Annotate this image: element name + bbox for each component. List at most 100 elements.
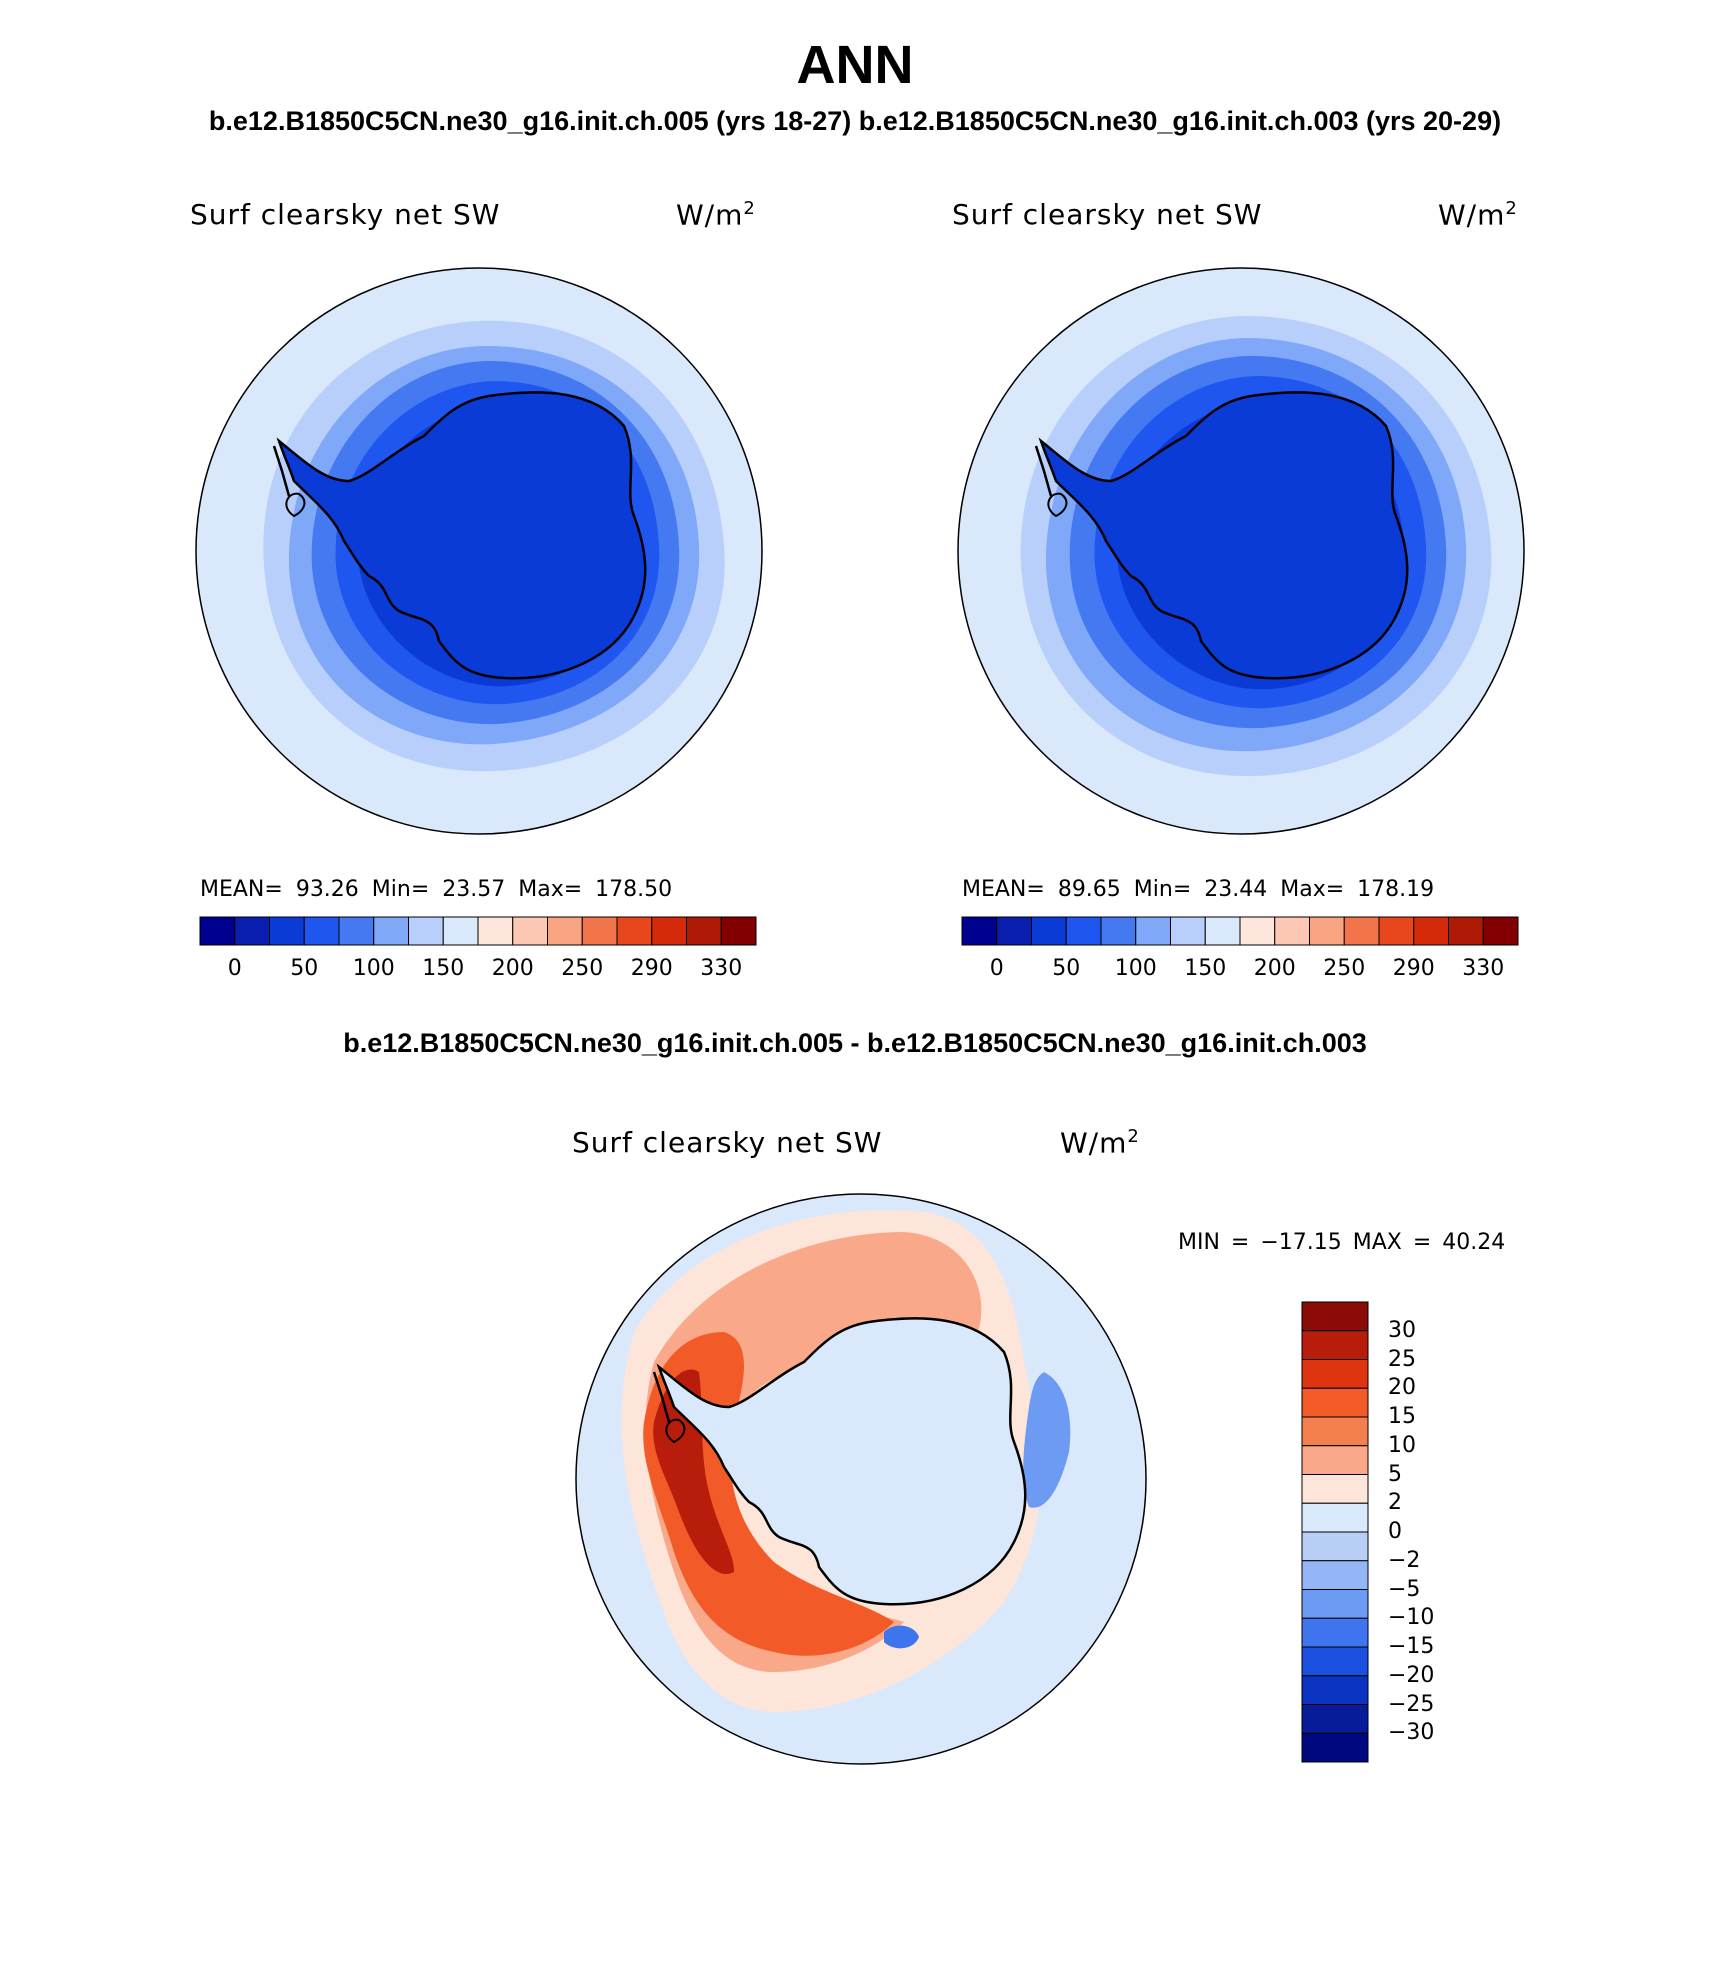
difference-colorbar-tick-label: 15 [1388,1404,1416,1429]
right-colorbar-tick-label: 200 [1253,956,1296,981]
right-polar-map [957,267,1525,835]
right-colorbar-tick-label: 290 [1392,956,1435,981]
left-colorbar-swatch [442,916,479,946]
difference-colorbar-swatch [1301,1359,1369,1389]
difference-colorbar-tick-label: 0 [1388,1519,1402,1544]
left-colorbar-swatch [616,916,653,946]
right-colorbar-tick-label: 250 [1323,956,1366,981]
difference-colorbar-swatch [1301,1301,1369,1332]
figure-title: ANN [796,35,914,95]
diff-units-label: W/m2 [1060,1126,1140,1160]
difference-colorbar-tick-label: −30 [1388,1720,1435,1746]
difference-colorbar-labels: 30 25 20 15 10 5 2 0 −2 −5 −10 −15 −20 −25 −30 [1376,1302,1476,1762]
left-colorbar-swatch [234,916,270,946]
right-colorbar-swatch [1274,916,1310,946]
left-colorbar-swatch [373,916,409,946]
difference-colorbar-swatch [1301,1387,1369,1418]
difference-title: b.e12.B1850C5CN.ne30_g16.init.ch.005 - b… [343,1028,1367,1058]
left-colorbar-tick-label: 100 [352,956,395,981]
left-variable-label: Surf clearsky net SW [190,198,501,231]
right-colorbar-tick-label: 50 [1052,956,1081,981]
left-polar-map [195,267,763,835]
left-colorbar-tick-label: 200 [491,956,534,981]
left-colorbar-tick-label: 290 [630,956,673,981]
difference-colorbar-swatch [1301,1416,1369,1447]
difference-colorbar-tick-label: 25 [1388,1346,1416,1372]
difference-colorbar-tick-label: −20 [1388,1662,1435,1688]
right-colorbar-labels: 0 50 100 150 200 250 290 330 [962,956,1518,986]
right-colorbar-swatch [1378,916,1415,946]
left-colorbar-swatch [581,916,618,946]
difference-colorbar-swatch [1301,1646,1369,1677]
difference-colorbar-swatch [1301,1502,1369,1533]
left-colorbar-tick-label: 0 [227,956,242,981]
left-colorbar-tick-label: 150 [422,956,465,981]
left-colorbar-labels: 0 50 100 150 200 250 290 330 [200,956,756,986]
difference-colorbar-tick-label: 10 [1388,1432,1416,1458]
right-colorbar-swatch [1204,916,1241,946]
case-comparison-subtitle: b.e12.B1850C5CN.ne30_g16.init.ch.005 (yr… [208,106,1502,136]
diff-min-max: MIN = −17.15 MAX = 40.24 [1178,1230,1506,1255]
difference-colorbar-tick-label: −15 [1388,1634,1435,1659]
left-colorbar-tick-label: 330 [700,956,743,981]
difference-colorbar-swatch [1301,1732,1369,1763]
right-colorbar [961,916,1519,946]
right-colorbar-swatch [1413,916,1449,946]
left-colorbar-swatch [686,916,722,946]
difference-colorbar-swatch [1301,1531,1369,1562]
left-colorbar-swatch [408,916,444,946]
difference-colorbar-swatch [1301,1617,1369,1648]
right-variable-label: Surf clearsky net SW [952,198,1263,231]
left-stats: MEAN= 93.26 Min= 23.57 Max= 178.50 [200,877,673,902]
difference-colorbar-tick-label: 20 [1388,1375,1416,1401]
difference-colorbar-swatch [1301,1445,1369,1475]
left-colorbar-swatch [512,916,548,946]
right-colorbar-tick-label: 150 [1184,956,1227,981]
right-colorbar-swatch [1482,916,1519,946]
right-colorbar-swatch [1343,916,1380,946]
left-units-label: W/m2 [676,198,756,232]
left-colorbar-swatch [477,916,514,946]
right-units-label: W/m2 [1438,198,1518,232]
difference-colorbar-tick-label: −5 [1388,1576,1421,1602]
difference-colorbar-swatch [1301,1330,1369,1360]
left-colorbar-swatch [651,916,687,946]
difference-colorbar-swatch [1301,1675,1369,1705]
right-colorbar-swatch [1239,916,1276,946]
right-colorbar-swatch [1309,916,1345,946]
right-colorbar-tick-label: 330 [1462,956,1505,981]
difference-colorbar-tick-label: −10 [1388,1605,1435,1631]
difference-colorbar-swatch [1301,1589,1369,1619]
right-colorbar-swatch [1170,916,1206,946]
difference-colorbar-tick-label: −2 [1388,1547,1421,1573]
right-colorbar-swatch [1031,916,1067,946]
right-colorbar-swatch [1135,916,1171,946]
difference-colorbar-tick-label: −25 [1388,1691,1435,1717]
right-colorbar-swatch [1448,916,1484,946]
left-colorbar-swatch [269,916,305,946]
left-colorbar-swatch [338,916,375,946]
left-colorbar-tick-label: 50 [290,956,319,981]
left-colorbar-swatch [547,916,583,946]
left-colorbar-swatch [720,916,757,946]
right-colorbar-swatch [1100,916,1137,946]
right-colorbar-tick-label: 0 [989,956,1004,981]
difference-colorbar [1301,1301,1369,1763]
right-colorbar-swatch [961,916,998,946]
difference-colorbar-swatch [1301,1474,1369,1504]
diff-variable-label: Surf clearsky net SW [572,1126,883,1159]
left-colorbar-swatch [303,916,340,946]
right-stats: MEAN= 89.65 Min= 23.44 Max= 178.19 [962,877,1435,902]
difference-colorbar-tick-label: 30 [1388,1317,1416,1343]
right-colorbar-swatch [996,916,1032,946]
left-colorbar-swatch [199,916,236,946]
difference-polar-map [575,1193,1147,1765]
difference-colorbar-swatch [1301,1560,1369,1590]
difference-colorbar-swatch [1301,1704,1369,1734]
right-colorbar-swatch [1065,916,1102,946]
difference-colorbar-tick-label: 2 [1388,1490,1402,1516]
left-colorbar-tick-label: 250 [561,956,604,981]
left-colorbar [199,916,757,946]
right-colorbar-tick-label: 100 [1114,956,1157,981]
difference-colorbar-tick-label: 5 [1388,1461,1402,1487]
